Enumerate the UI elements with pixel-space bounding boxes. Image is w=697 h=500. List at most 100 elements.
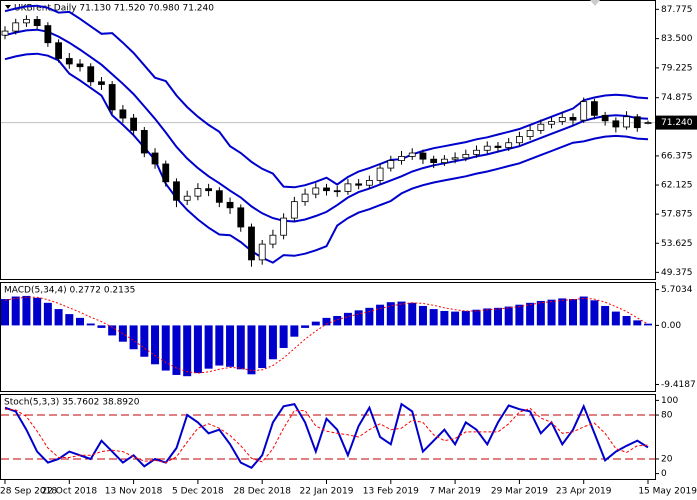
candle-body [516,136,523,144]
candle-body [215,190,223,203]
candle-body [580,101,588,121]
price-title: UKBrent,Daily 71.130 71.520 70.980 71.24… [14,4,214,14]
candle-body [365,180,373,186]
macd-bar [504,306,513,326]
macd-bar [33,297,42,326]
x-tick-label: 28 Sep 2018 [0,487,57,497]
candle-body [151,152,159,165]
candle-body [408,152,416,157]
current-price-label: 71.240 [661,118,693,128]
macd-bar [418,305,427,326]
macd-bar [461,310,470,326]
candle-body [33,19,41,27]
macd-bar [558,298,567,326]
macd-bar [1,299,9,326]
candle-body [76,63,84,68]
candle-body [323,187,330,192]
candle-body [1,30,9,36]
y-tick-label: 100 [661,396,678,406]
candle-body [269,234,277,245]
macd-panel [0,282,656,392]
x-tick-label: 5 Dec 2018 [172,487,224,497]
y-tick-label: 53.625 [661,239,693,249]
candle-body [419,152,427,160]
macd-bar [247,325,256,375]
x-tick-label: 13 Nov 2018 [105,487,163,497]
candle-body [65,58,73,65]
macd-bar [183,325,192,377]
y-tick-label: 57.875 [661,210,693,220]
x-tick-label: 13 Feb 2019 [363,487,419,497]
candle-body [537,123,545,131]
macd-bar [140,325,149,357]
bollinger-band [4,52,649,264]
candle-body [140,130,148,154]
y-tick-label: 87.775 [661,5,693,15]
candle-body [451,157,459,160]
candle-body [344,183,352,192]
candle-body [87,66,95,83]
macd-bar [290,325,299,337]
candle-body [623,116,630,128]
macd-bar [86,323,95,326]
macd-bar [108,325,117,336]
macd-bar [622,315,631,326]
candle-body [237,207,245,228]
macd-bar [354,310,363,326]
x-tick-label: 29 Mar 2019 [491,487,548,497]
y-tick-label: 0.00 [661,321,681,331]
x-tick-label: 22 Oct 2018 [41,487,97,497]
candle-body [194,188,202,197]
candle-body [462,153,470,159]
macd-bar [440,310,449,326]
macd-bar [65,314,74,326]
macd-bar [515,304,524,326]
stoch-title: Stoch(5,3,3) 35.7602 38.8920 [4,398,140,408]
macd-bar [279,325,288,348]
macd-bar [193,325,202,374]
candle-body [183,195,191,201]
macd-bar [151,325,160,365]
candle-body [430,158,438,164]
y-tick-label: 20 [661,454,673,464]
y-tick-label: 49.375 [661,268,693,278]
macd-bar [172,325,181,375]
macd-bar [365,307,374,326]
macd-bar [76,317,85,326]
stoch-panel [0,394,656,480]
candle-body [130,117,138,131]
bollinger-band [4,28,649,223]
candle-body [108,84,116,111]
macd-bar [204,325,213,369]
candle-body [601,114,609,122]
candle-body [44,25,52,44]
macd-bar [343,312,352,326]
macd-bar [451,311,460,326]
candle-body [376,167,384,181]
price-panel [0,0,656,280]
macd-bar [43,302,52,326]
y-tick-label: 83.500 [661,34,693,44]
candle-body [483,145,491,151]
macd-title: MACD(5,34,4) 0.2772 0.2135 [4,286,135,296]
menu-arrow [5,5,11,9]
candle-body [290,201,298,219]
macd-bar [215,325,224,366]
candle-body [548,121,555,125]
candle-body [23,19,30,24]
candle-body [355,183,363,186]
candle-body [226,201,234,209]
x-tick-label: 7 Mar 2019 [429,487,481,497]
candle-body [387,160,395,169]
signal-line [4,296,649,374]
stoch-k-line [4,402,649,470]
macd-bar [601,305,610,326]
macd-bar [226,325,235,367]
candle-body [248,226,255,261]
macd-bar [397,301,406,326]
macd-bar [547,299,556,326]
candle-body [440,158,448,164]
macd-bar [301,325,310,328]
candle-body [301,193,309,203]
